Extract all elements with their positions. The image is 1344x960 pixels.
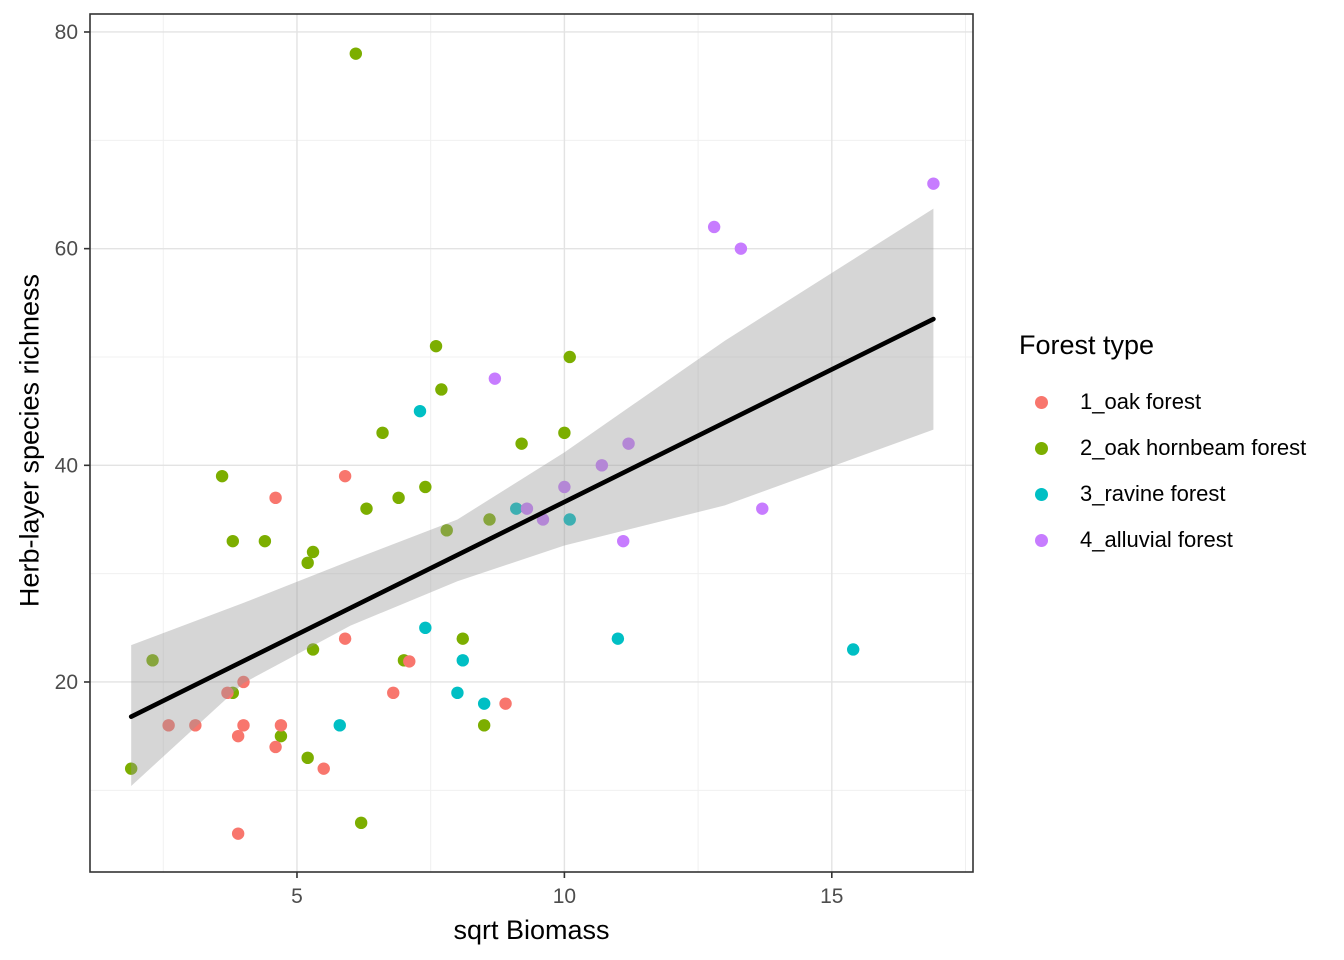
data-point-series-1: [387, 686, 400, 700]
data-point-series-0: [483, 513, 496, 526]
y-axis-title: Herb-layer species richness: [14, 273, 45, 608]
legend-label-alluvial-forest: 4_alluvial forest: [1080, 527, 1233, 552]
data-point-series-1: [231, 729, 245, 743]
x-tick-label: 5: [291, 885, 303, 908]
data-point-series-1: [499, 697, 512, 710]
data-point-series-0: [349, 47, 363, 60]
legend-dot-alluvial-forest: [1035, 533, 1048, 547]
data-point-series-1: [269, 740, 282, 754]
data-point-series-0: [360, 502, 373, 515]
data-point-series-0: [354, 816, 368, 830]
data-point-series-3: [617, 534, 630, 548]
data-point-series-2: [451, 686, 464, 700]
data-point-series-0: [456, 632, 469, 645]
data-point-series-3: [707, 220, 721, 234]
data-point-series-0: [477, 719, 491, 732]
data-point-series-2: [413, 404, 427, 418]
data-point-series-2: [611, 632, 625, 645]
data-point-series-1: [274, 719, 288, 732]
data-point-series-3: [756, 502, 769, 515]
data-point-series-2: [563, 513, 576, 526]
data-point-series-0: [146, 654, 159, 667]
data-point-series-0: [558, 426, 571, 440]
data-point-series-2: [419, 621, 432, 635]
data-point-series-0: [301, 556, 314, 570]
data-point-series-0: [274, 729, 288, 743]
data-point-series-1: [338, 469, 352, 483]
legend-item-ravine-forest: 3_ravine forest: [1019, 471, 1306, 517]
data-point-series-0: [215, 469, 229, 483]
data-point-series-2: [456, 654, 469, 667]
y-tick-label: 60: [55, 238, 78, 261]
data-point-series-1: [403, 655, 416, 668]
data-point-series-1: [237, 675, 250, 689]
data-point-series-0: [124, 762, 138, 775]
data-point-series-3: [520, 502, 534, 515]
data-point-series-0: [419, 480, 432, 494]
data-point-series-1: [189, 719, 202, 732]
data-point-series-1: [338, 632, 352, 645]
ci-ribbon: [131, 208, 934, 786]
legend-label-oak-hornbeam-forest: 2_oak hornbeam forest: [1080, 435, 1307, 460]
legend-title: Forest type: [1019, 330, 1155, 360]
y-tick-label: 20: [55, 671, 78, 694]
plot-panel: [90, 14, 973, 872]
data-point-series-0: [429, 339, 443, 353]
data-point-series-1: [269, 491, 282, 505]
legend-item-alluvial-forest: 4_alluvial forest: [1019, 517, 1306, 563]
data-point-series-1: [221, 686, 234, 700]
data-point-series-0: [306, 545, 320, 559]
legend-label-ravine-forest: 3_ravine forest: [1080, 481, 1226, 506]
legend-dot-ravine-forest: [1035, 487, 1048, 501]
data-point-series-2: [333, 719, 346, 732]
data-point-series-1: [162, 719, 175, 732]
data-point-series-0: [392, 491, 405, 505]
data-point-series-3: [622, 437, 635, 450]
x-axis-title: sqrt Biomass: [453, 915, 610, 945]
x-tick-label: 10: [553, 885, 576, 908]
data-point-series-0: [435, 383, 448, 396]
data-point-series-3: [927, 177, 940, 190]
data-point-series-3: [595, 459, 609, 472]
legend-item-oak-hornbeam-forest: 2_oak hornbeam forest: [1019, 425, 1306, 471]
legend-item-oak-forest: 1_oak forest: [1019, 379, 1306, 425]
data-point-series-0: [258, 534, 272, 548]
data-point-series-0: [306, 643, 320, 656]
data-point-series-0: [301, 751, 314, 765]
legend-label-oak-forest: 1_oak forest: [1080, 389, 1202, 414]
data-point-series-0: [440, 524, 453, 537]
x-tick-label: 15: [820, 885, 843, 908]
data-point-series-0: [226, 534, 239, 548]
data-point-series-0: [376, 426, 389, 440]
data-point-series-1: [317, 762, 330, 775]
panel-border: [89, 13, 974, 873]
data-point-series-1: [237, 719, 250, 732]
y-tick-label: 80: [55, 21, 78, 44]
data-point-series-1: [231, 827, 245, 840]
data-point-series-3: [734, 242, 748, 255]
data-point-series-3: [558, 480, 571, 494]
data-point-series-3: [488, 372, 502, 385]
legend-dot-oak-hornbeam-forest: [1035, 441, 1048, 455]
regression-line: [128, 316, 936, 719]
legend-dot-oak-forest: [1035, 395, 1048, 409]
legend: Forest type 1_oak forest 2_oak hornbeam …: [1019, 330, 1306, 563]
data-point-series-2: [477, 697, 491, 710]
data-point-series-0: [563, 350, 576, 364]
data-point-series-2: [510, 502, 523, 515]
y-tick-label: 40: [55, 454, 78, 477]
data-point-series-0: [515, 437, 528, 450]
data-point-series-2: [846, 643, 860, 656]
